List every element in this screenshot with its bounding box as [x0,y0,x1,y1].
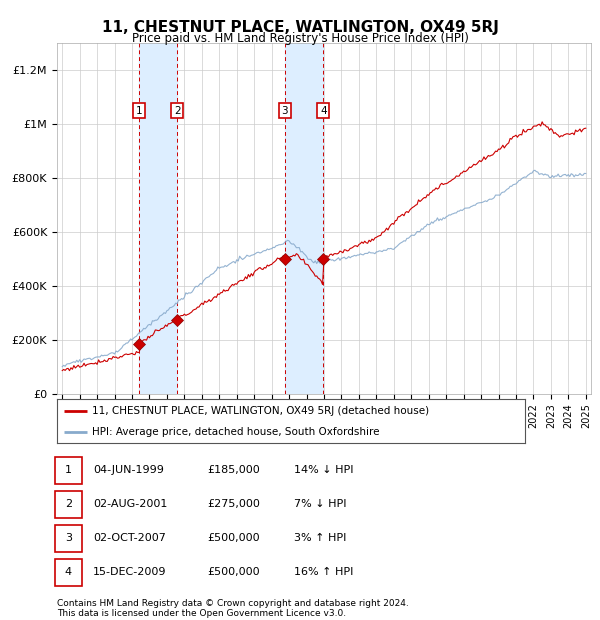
Text: 1: 1 [65,464,72,475]
Text: 2: 2 [174,106,181,116]
Text: 11, CHESTNUT PLACE, WATLINGTON, OX49 5RJ: 11, CHESTNUT PLACE, WATLINGTON, OX49 5RJ [101,20,499,35]
Text: 7% ↓ HPI: 7% ↓ HPI [294,498,347,509]
Text: £500,000: £500,000 [207,533,260,543]
Text: £275,000: £275,000 [207,498,260,509]
Text: 15-DEC-2009: 15-DEC-2009 [93,567,167,577]
Text: 4: 4 [320,106,326,116]
Text: 02-OCT-2007: 02-OCT-2007 [93,533,166,543]
Text: Price paid vs. HM Land Registry's House Price Index (HPI): Price paid vs. HM Land Registry's House … [131,32,469,45]
Bar [139,43,177,394]
Text: 02-AUG-2001: 02-AUG-2001 [93,498,167,509]
Text: 3: 3 [65,533,72,543]
Text: HPI: Average price, detached house, South Oxfordshire: HPI: Average price, detached house, Sout… [92,427,380,437]
Text: 11, CHESTNUT PLACE, WATLINGTON, OX49 5RJ (detached house): 11, CHESTNUT PLACE, WATLINGTON, OX49 5RJ… [92,405,429,416]
Text: This data is licensed under the Open Government Licence v3.0.: This data is licensed under the Open Gov… [57,609,346,618]
Bar [285,43,323,394]
Text: 3% ↑ HPI: 3% ↑ HPI [294,533,346,543]
Text: Contains HM Land Registry data © Crown copyright and database right 2024.: Contains HM Land Registry data © Crown c… [57,600,409,608]
Text: 14% ↓ HPI: 14% ↓ HPI [294,464,353,475]
Text: 4: 4 [65,567,72,577]
Text: 2: 2 [65,498,72,509]
Text: 3: 3 [281,106,288,116]
Text: 1: 1 [136,106,143,116]
Text: 16% ↑ HPI: 16% ↑ HPI [294,567,353,577]
Text: £185,000: £185,000 [207,464,260,475]
Text: £500,000: £500,000 [207,567,260,577]
Text: 04-JUN-1999: 04-JUN-1999 [93,464,164,475]
